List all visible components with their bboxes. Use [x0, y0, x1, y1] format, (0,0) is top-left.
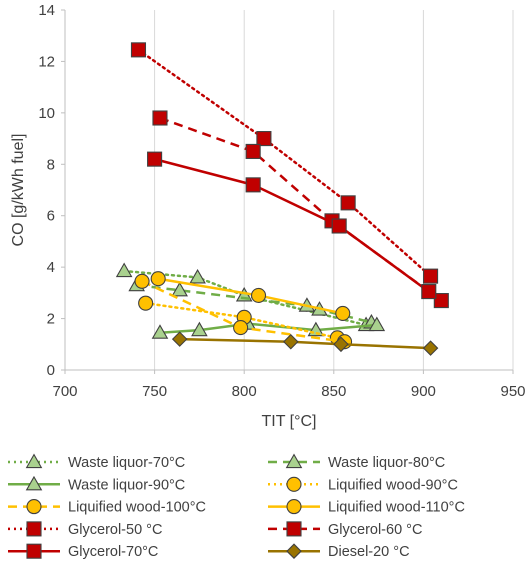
data-point [233, 320, 249, 336]
gridlines [64, 10, 514, 370]
legend-label: Liquified wood-100°C [68, 500, 206, 516]
legend-marker [286, 476, 302, 492]
legend-label: Glycerol-70°C [68, 544, 158, 560]
legend-marker [26, 543, 42, 559]
y-tick-label: 12 [38, 53, 55, 70]
data-point [115, 262, 133, 278]
y-tick-label: 10 [38, 105, 55, 122]
legend-label: Glycerol-60 °C [328, 522, 422, 538]
y-tick-label: 8 [47, 156, 55, 173]
axes [61, 9, 514, 374]
legend-marker [286, 543, 302, 559]
x-tick-label: 750 [142, 383, 167, 400]
data-point [152, 110, 168, 126]
legend-marker [26, 499, 42, 515]
x-tick-label: 800 [232, 383, 257, 400]
y-tick-label: 0 [47, 362, 55, 379]
legend: Waste liquor-70°C Waste liquor-80°C Waste … [8, 453, 465, 560]
data-point [171, 331, 188, 347]
data-point [191, 321, 208, 337]
y-axis-title: CO [g/kWh fuel] [10, 134, 27, 247]
data-point [134, 273, 150, 289]
series-8 [147, 151, 437, 300]
legend-marker [285, 453, 303, 469]
legend-label: Liquified wood-90°C [328, 477, 458, 493]
series-5 [150, 271, 351, 321]
data-point [250, 287, 267, 303]
y-tick-label: 4 [47, 259, 55, 276]
series-line [144, 301, 339, 340]
legend-item: Glycerol-70°C [8, 543, 158, 560]
legend-item: Glycerol-60 °C [268, 521, 422, 538]
legend-item: Waste liquor-70°C [8, 453, 185, 471]
data-point [130, 42, 147, 58]
legend-marker [25, 453, 43, 469]
data-point [331, 218, 347, 234]
legend-marker [286, 521, 302, 537]
series-line [159, 116, 443, 302]
data-point [171, 281, 188, 297]
series-6 [130, 42, 439, 284]
legend-item: Waste liquor-90°C [8, 475, 185, 493]
legend-item: Waste liquor-80°C [268, 453, 445, 471]
series-9 [171, 331, 439, 356]
legend-label: Waste liquor-90°C [68, 477, 185, 493]
data-point [368, 316, 386, 332]
data-point [245, 177, 261, 193]
series-line [137, 48, 432, 278]
data-point [422, 340, 439, 356]
data-point [433, 293, 449, 309]
y-tick-label: 2 [47, 311, 55, 328]
data-point [189, 268, 206, 284]
data-point [333, 336, 349, 353]
x-tick-label: 900 [411, 383, 436, 400]
data-point [421, 284, 437, 300]
legend-marker [286, 499, 302, 515]
data-point [150, 271, 166, 287]
legend-label: Waste liquor-80°C [328, 455, 445, 471]
legend-item: Liquified wood-110°C [268, 499, 465, 516]
data-point [283, 333, 299, 350]
data-point [423, 268, 439, 284]
series-group [115, 42, 449, 356]
legend-item: Glycerol-50 °C [8, 521, 162, 538]
legend-item: Diesel-20 °C [268, 543, 410, 560]
data-point [256, 131, 272, 147]
legend-label: Waste liquor-70°C [68, 455, 185, 471]
legend-marker [26, 521, 42, 537]
data-point [340, 195, 356, 211]
x-axis-title: TIT [°C] [262, 413, 317, 430]
x-tick-label: 950 [500, 383, 525, 400]
data-point [335, 305, 351, 321]
data-point [147, 151, 163, 167]
legend-label: Liquified wood-110°C [328, 500, 465, 516]
legend-label: Diesel-20 °C [328, 544, 410, 560]
data-point [138, 295, 154, 311]
series-line [179, 337, 431, 350]
data-point [245, 143, 261, 159]
x-tick-label: 850 [321, 383, 346, 400]
y-tick-label: 14 [38, 2, 55, 19]
y-tick-label: 6 [47, 208, 55, 225]
legend-item: Liquified wood-100°C [8, 499, 206, 516]
legend-marker [25, 475, 43, 491]
legend-label: Glycerol-50 °C [68, 522, 162, 538]
legend-item: Liquified wood-90°C [268, 476, 458, 493]
series-2 [151, 315, 386, 339]
series-line [154, 157, 430, 293]
tick-labels: 700 750 800 850 900 950 0 2 4 6 8 10 12 14 [38, 2, 525, 400]
data-point [151, 324, 169, 339]
x-tick-label: 700 [52, 383, 77, 400]
